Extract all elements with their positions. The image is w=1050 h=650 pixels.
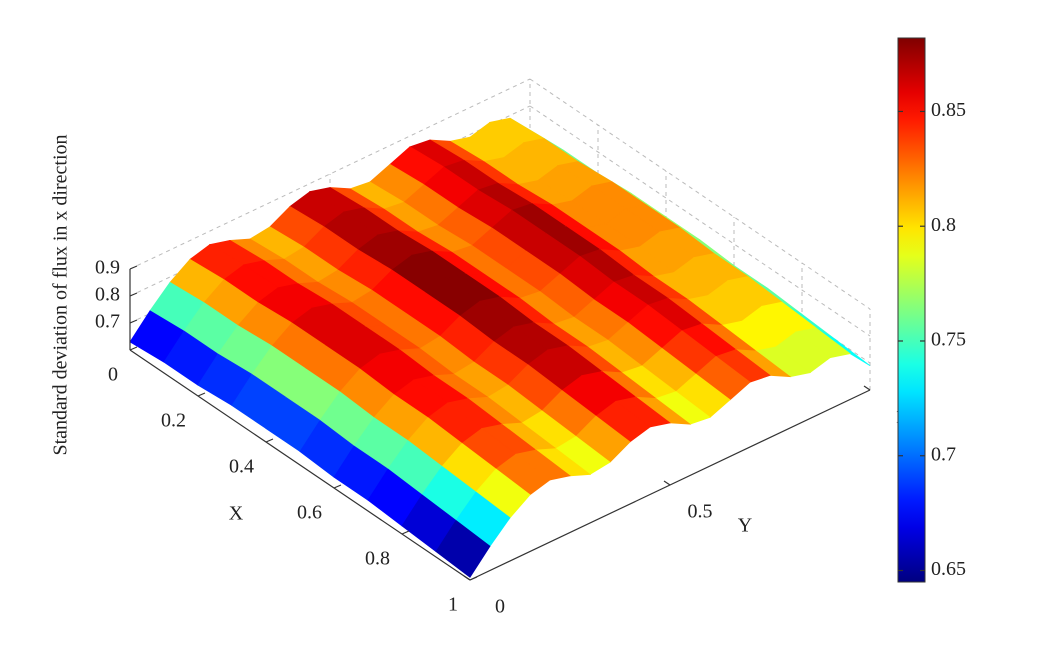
colorbar-tick-label: 0.8 — [931, 214, 956, 236]
x-tick — [333, 484, 342, 489]
x-tick — [129, 346, 138, 351]
surface-patch — [435, 519, 491, 578]
x-tick — [469, 576, 478, 581]
x-tick — [197, 392, 206, 397]
y-tick-label: 0 — [495, 596, 505, 618]
y-tick-label: 0.5 — [688, 501, 713, 523]
grid-line — [129, 78, 531, 270]
x-tick-label: 0.2 — [161, 410, 186, 432]
colorbar-tick-label: 0.75 — [931, 329, 966, 351]
y-tick — [863, 385, 871, 391]
colorbar-tick-label: 0.65 — [931, 558, 966, 580]
y-tick — [663, 480, 671, 486]
x-tick — [265, 438, 274, 443]
z-tick-label: 0.8 — [95, 284, 120, 306]
x-tick — [401, 530, 410, 535]
z-tick — [129, 292, 138, 297]
colorbar-tick-label: 0.85 — [931, 99, 966, 121]
x-axis-label: X — [229, 503, 244, 525]
z-tick-label: 0.7 — [95, 311, 120, 333]
y-axis-label: Y — [738, 515, 752, 537]
x-axis — [129, 349, 471, 581]
z-tick — [129, 319, 138, 324]
x-tick-label: 1 — [448, 594, 458, 616]
z-axis-label: Standard deviation of flux in x directio… — [50, 134, 72, 455]
colorbar — [897, 37, 926, 583]
x-tick-label: 0.4 — [229, 456, 254, 478]
y-tick — [463, 575, 471, 581]
x-tick-label: 0.6 — [297, 502, 322, 524]
colorbar-tick-label: 0.7 — [931, 443, 956, 465]
z-tick — [129, 265, 138, 270]
z-tick-label: 0.9 — [95, 257, 120, 279]
x-tick-label: 0 — [108, 364, 118, 386]
x-tick-label: 0.8 — [365, 548, 390, 570]
